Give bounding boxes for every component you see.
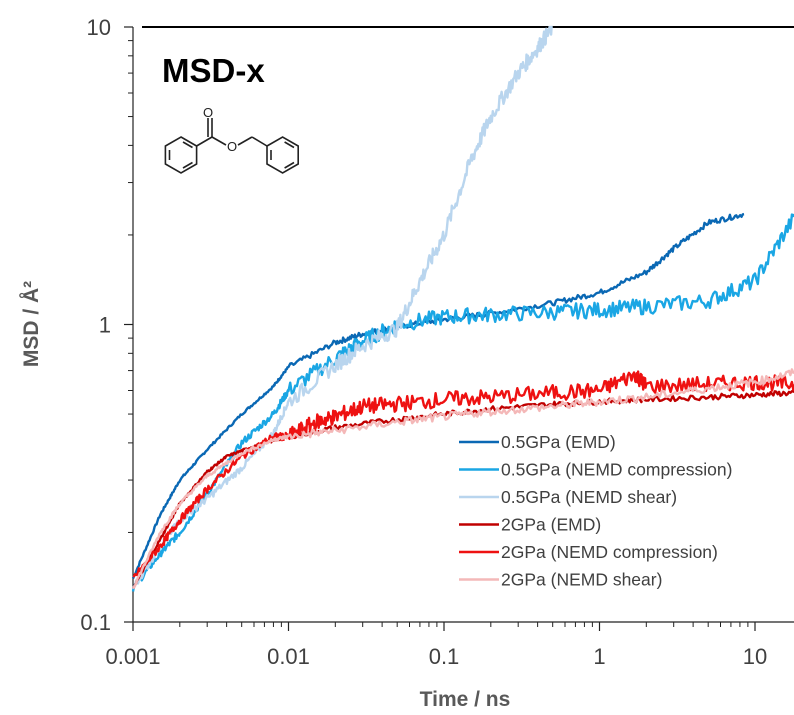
molecule-structure-icon: [164, 118, 300, 174]
series-line: [131, 213, 794, 592]
x-tick-label: 1: [593, 644, 605, 669]
x-tick-label: 0.01: [267, 644, 310, 669]
y-tick-label: 10: [87, 15, 111, 40]
legend-label: 0.5GPa (NEMD compression): [501, 460, 732, 480]
x-tick-label: 0.1: [429, 644, 460, 669]
x-axis: 0.001 0.01 0.1 1 10: [105, 621, 794, 669]
series-layer: [131, 25, 794, 592]
legend-label: 2GPa (NEMD compression): [501, 542, 718, 562]
y-axis: 0.1 1 10: [80, 15, 134, 635]
legend-label: 2GPa (EMD): [501, 515, 601, 535]
y-tick-label: 0.1: [80, 610, 111, 635]
x-tick-label: 0.001: [105, 644, 160, 669]
ester-oxygen-label: O: [227, 139, 237, 154]
series-line: [131, 25, 554, 590]
carbonyl-oxygen-label: O: [203, 105, 213, 120]
series-line: [132, 368, 794, 590]
y-tick-label: 1: [99, 313, 111, 338]
legend-label: 2GPa (NEMD shear): [501, 570, 662, 590]
x-tick-label: 10: [743, 644, 767, 669]
legend-label: 0.5GPa (EMD): [501, 432, 616, 452]
legend: 0.5GPa (EMD) 0.5GPa (NEMD compression) 0.5…: [459, 432, 732, 590]
series-line: [132, 370, 794, 578]
chart-title: MSD-x: [162, 52, 265, 89]
y-axis-title: MSD / Å²: [19, 281, 43, 367]
legend-label: 0.5GPa (NEMD shear): [501, 487, 677, 507]
x-axis-title: Time / ns: [420, 688, 511, 711]
